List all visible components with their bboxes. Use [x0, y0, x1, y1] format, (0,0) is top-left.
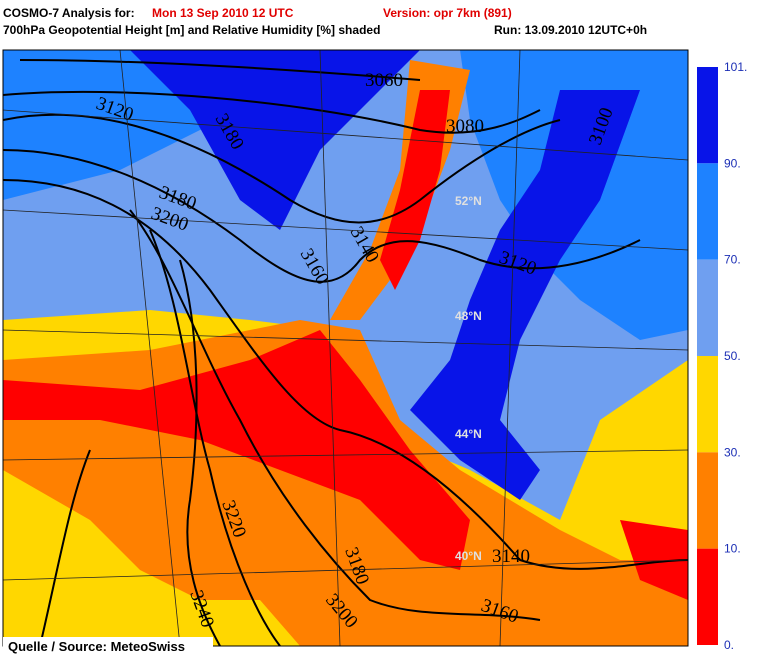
colorbar-segment	[697, 67, 718, 164]
map	[3, 50, 688, 646]
colorbar-label: 90.	[724, 156, 741, 170]
map-frame	[2, 49, 689, 647]
contour-label: 3060	[365, 70, 403, 91]
colorbar-segment	[697, 548, 718, 645]
colorbar-label: 50.	[724, 349, 741, 363]
run: Run: 13.09.2010 12UTC+0h	[494, 23, 647, 37]
colorbar-label: 30.	[724, 445, 741, 459]
latitude-label: 44°N	[455, 427, 482, 441]
source-box	[3, 637, 213, 655]
colorbar-segment	[697, 259, 718, 356]
latitude-label: 48°N	[455, 309, 482, 323]
contour-label: 3140	[492, 546, 530, 567]
colorbar-label: 0.	[724, 638, 734, 652]
contour-label: 3080	[446, 116, 484, 137]
subtitle: 700hPa Geopotential Height [m] and Relat…	[3, 23, 380, 37]
title-label: COSMO-7 Analysis for:	[3, 6, 135, 20]
version: Version: opr 7km (891)	[383, 6, 512, 20]
title-date: Mon 13 Sep 2010 12 UTC	[152, 6, 294, 20]
colorbar-label: 101.	[724, 60, 747, 74]
colorbar-label: 10.	[724, 542, 741, 556]
colorbar-segment	[697, 163, 718, 260]
latitude-label: 40°N	[455, 549, 482, 563]
latitude-label: 52°N	[455, 194, 482, 208]
colorbar-segment	[697, 452, 718, 549]
colorbar-segment	[697, 356, 718, 453]
colorbar-label: 70.	[724, 253, 741, 267]
source: Quelle / Source: MeteoSwiss	[8, 639, 185, 654]
